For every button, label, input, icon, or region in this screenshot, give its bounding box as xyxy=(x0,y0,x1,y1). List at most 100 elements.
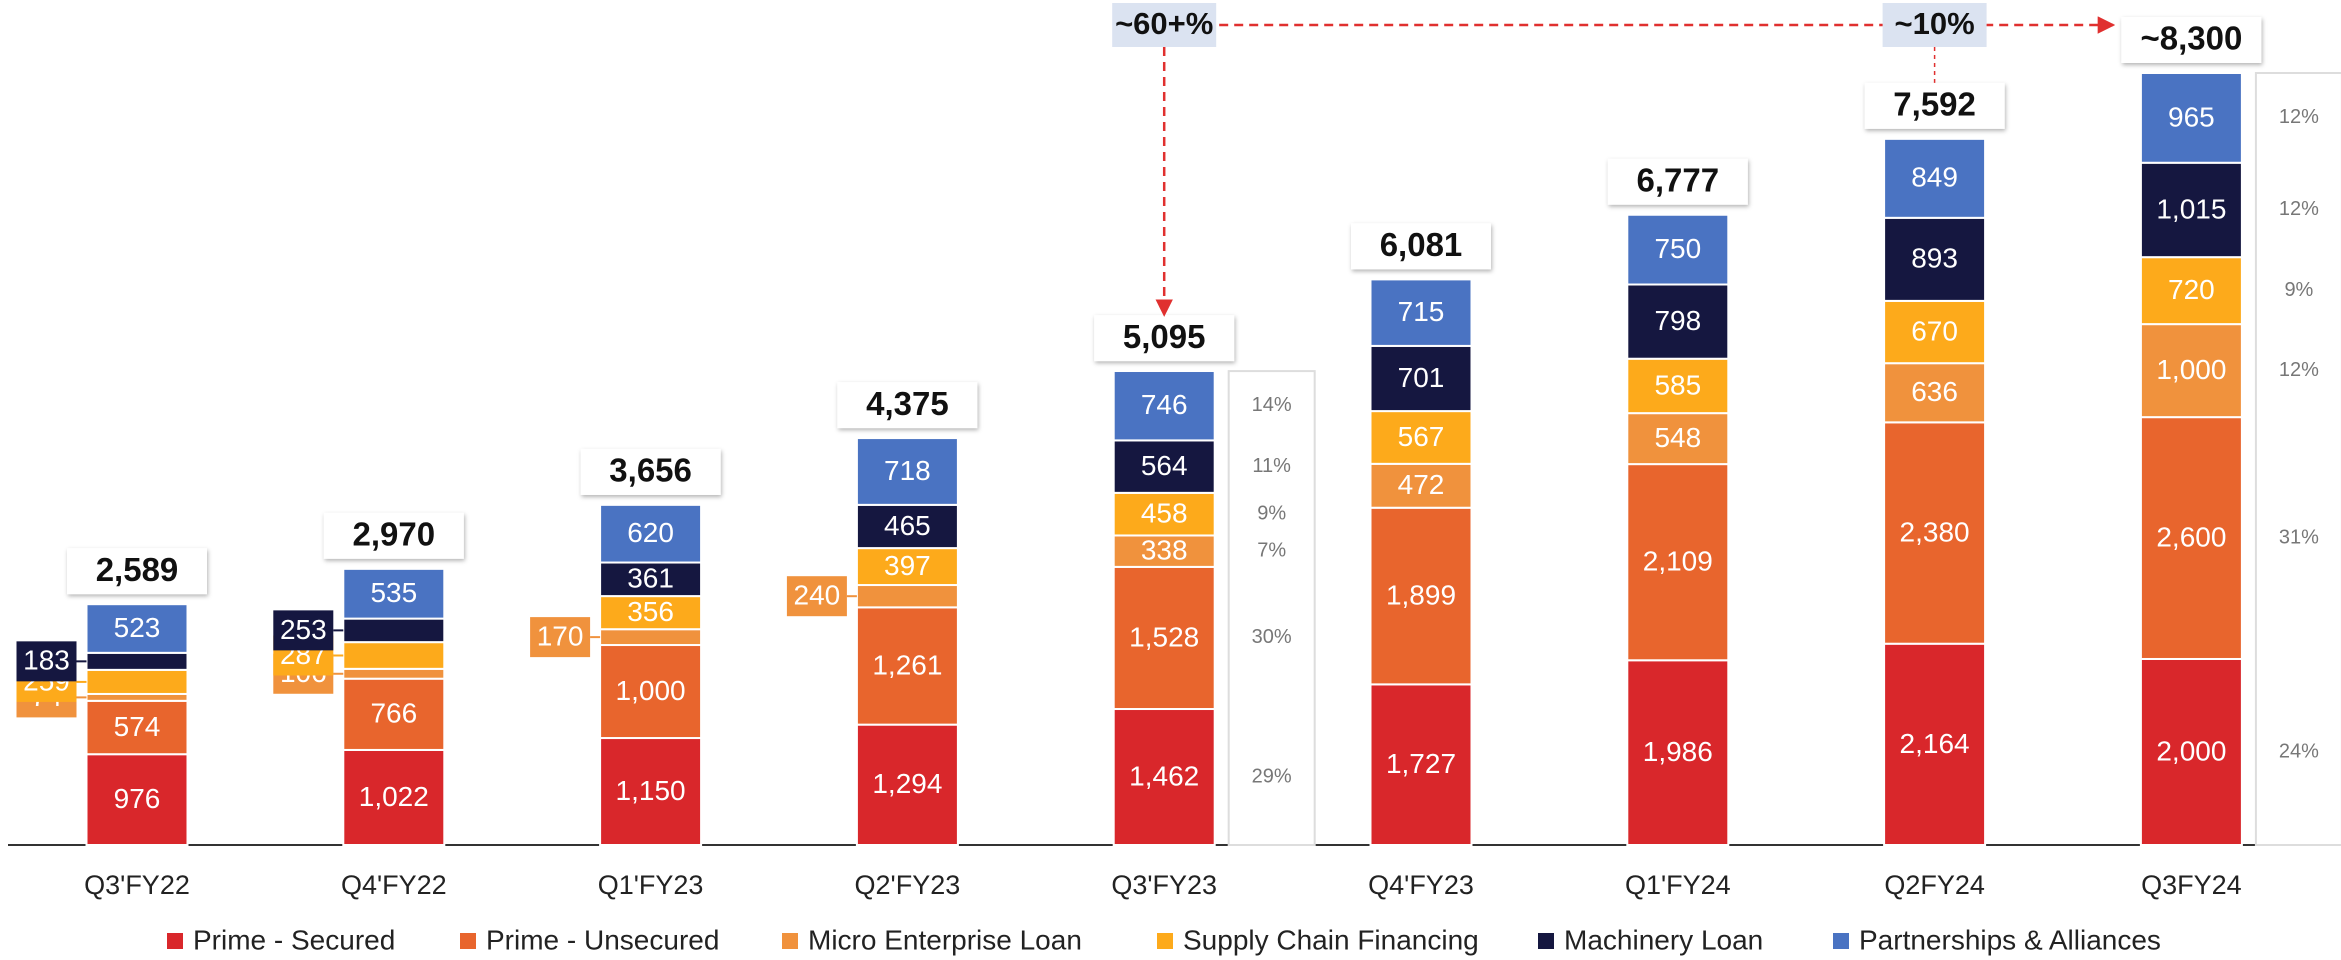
bar-segment xyxy=(1112,534,1216,568)
legend-label: Micro Enterprise Loan xyxy=(808,924,1082,955)
bar-segment xyxy=(599,737,703,846)
value-label: 574 xyxy=(114,711,161,742)
legend-label: Prime - Secured xyxy=(193,924,395,955)
bar-segment xyxy=(1112,565,1216,711)
share-label: 12% xyxy=(2279,198,2319,220)
total-box xyxy=(837,382,978,429)
bar-segment xyxy=(2139,416,2243,660)
annotation-box xyxy=(1112,3,1217,47)
share-label: 11% xyxy=(1252,455,1291,477)
value-label: 472 xyxy=(1398,469,1445,500)
value-label: 253 xyxy=(280,614,327,645)
bar-segment xyxy=(1626,463,1730,662)
value-label: 1,022 xyxy=(359,781,429,812)
value-label-box xyxy=(16,641,77,682)
bar-segment xyxy=(1626,659,1730,846)
annotation: ~10% xyxy=(1895,6,1975,41)
bar-segment xyxy=(855,437,959,506)
share-label: 14% xyxy=(1252,394,1292,416)
bar-segment xyxy=(85,753,189,846)
bar-segment xyxy=(1369,278,1473,347)
bar-segment xyxy=(599,595,703,631)
value-label: 750 xyxy=(1654,233,1701,264)
value-label: 2,600 xyxy=(2156,521,2226,552)
legend-swatch xyxy=(1538,933,1554,949)
legend-label: Supply Chain Financing xyxy=(1183,924,1479,955)
total-box xyxy=(67,548,207,595)
share-label: 31% xyxy=(2279,526,2319,548)
value-label: 2,000 xyxy=(2156,735,2226,766)
x-tick-label: Q3FY24 xyxy=(2141,870,2242,900)
bar-segment xyxy=(1883,216,1987,302)
bar-segment xyxy=(1883,421,1987,645)
x-tick-label: Q4'FY22 xyxy=(341,870,447,900)
value-label: 1,528 xyxy=(1129,621,1199,652)
value-label: 965 xyxy=(2168,101,2215,132)
value-label: 170 xyxy=(537,621,584,652)
total-label: 3,656 xyxy=(609,452,692,489)
bar-segment xyxy=(342,617,446,644)
share-label: 7% xyxy=(1257,539,1286,561)
value-label: 1,899 xyxy=(1386,579,1456,610)
value-label: 338 xyxy=(1141,535,1188,566)
bar-segment xyxy=(342,641,446,670)
bar-segment xyxy=(1883,137,1987,219)
value-label: 585 xyxy=(1654,369,1701,400)
total-label: 4,375 xyxy=(866,385,949,422)
value-label-box xyxy=(530,617,591,658)
annotation: ~60+% xyxy=(1115,6,1213,41)
value-label: 715 xyxy=(1398,296,1445,327)
bar-segment xyxy=(85,668,189,695)
total-label: ~8,300 xyxy=(2140,20,2242,57)
value-label: 183 xyxy=(23,645,70,676)
bar-segment xyxy=(1883,299,1987,365)
total-box xyxy=(323,512,464,559)
bar-segment xyxy=(85,699,189,756)
bar-segment xyxy=(2139,256,2243,326)
bar-segment xyxy=(1112,708,1216,846)
value-label: 548 xyxy=(1654,422,1701,453)
bar-segment xyxy=(599,644,703,740)
total-label: 6,081 xyxy=(1380,226,1463,263)
value-label: 1,294 xyxy=(872,768,942,799)
value-label: 670 xyxy=(1911,315,1958,346)
bar-segment xyxy=(2139,72,2243,164)
x-tick-label: Q3'FY22 xyxy=(84,870,190,900)
value-label: 718 xyxy=(884,455,931,486)
total-label: 5,095 xyxy=(1123,318,1206,355)
share-label: 12% xyxy=(2279,106,2319,128)
value-label: 1,015 xyxy=(2156,193,2226,224)
x-tick-label: Q1'FY23 xyxy=(598,870,704,900)
bar-segment xyxy=(855,584,959,609)
legend-swatch xyxy=(1157,933,1173,949)
bar-segment xyxy=(1626,357,1730,415)
bar-segment xyxy=(599,503,703,564)
annotation-box xyxy=(1882,3,1987,47)
x-tick-label: Q2FY24 xyxy=(1884,870,1985,900)
value-label: 701 xyxy=(1398,362,1445,393)
value-label: 1,000 xyxy=(2156,354,2226,385)
value-label: 465 xyxy=(884,510,931,541)
total-box xyxy=(1094,315,1235,362)
bar-segment xyxy=(2139,657,2243,846)
value-label: 746 xyxy=(1141,389,1188,420)
legend-swatch xyxy=(1833,933,1849,949)
share-label: 9% xyxy=(2284,279,2313,301)
total-box xyxy=(1864,82,2005,129)
value-label: 2,109 xyxy=(1643,546,1713,577)
value-label: 567 xyxy=(1398,421,1445,452)
share-label: 24% xyxy=(2279,740,2319,762)
legend-label: Machinery Loan xyxy=(1564,924,1763,955)
bar-segment xyxy=(1112,370,1216,442)
total-box xyxy=(1351,223,1491,270)
share-box xyxy=(2254,72,2341,846)
bar-segment xyxy=(85,603,189,654)
total-box xyxy=(2121,17,2262,63)
value-label: 2,380 xyxy=(1900,516,1970,547)
value-label: 356 xyxy=(627,596,674,627)
bar-segment xyxy=(342,567,446,620)
total-label: 2,970 xyxy=(353,515,436,552)
value-label: 1,261 xyxy=(872,649,942,680)
value-label: 798 xyxy=(1654,305,1701,336)
